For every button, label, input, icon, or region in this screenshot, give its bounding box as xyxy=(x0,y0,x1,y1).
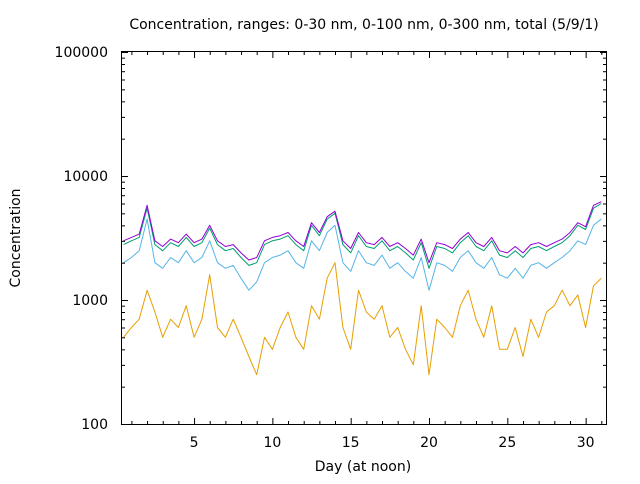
y-tick-label: 100 xyxy=(81,417,108,433)
x-tick-label: 25 xyxy=(498,435,516,451)
axes-layer: 5 10 15 20 25 30 100 1000 10000 100000 xyxy=(55,45,606,451)
y-tick-label: 1000 xyxy=(72,293,108,309)
x-tick-label: 10 xyxy=(263,435,281,451)
y-axis-label: Concentration xyxy=(8,188,24,287)
y-tick-label: 10000 xyxy=(63,169,108,185)
x-tick-label: 20 xyxy=(420,435,438,451)
series-line-4 xyxy=(123,201,602,264)
x-tick-label: 5 xyxy=(190,435,199,451)
series-line-1 xyxy=(123,262,602,376)
series-layer xyxy=(123,201,602,376)
series-line-3 xyxy=(123,203,602,269)
chart-title: Concentration, ranges: 0-30 nm, 0-100 nm… xyxy=(129,17,598,33)
series-line-2 xyxy=(123,218,602,291)
y-tick-label: 100000 xyxy=(55,45,108,61)
x-tick-label: 15 xyxy=(342,435,360,451)
plot-frame xyxy=(121,51,607,425)
x-tick-label: 30 xyxy=(577,435,595,451)
x-axis-label: Day (at noon) xyxy=(315,459,411,475)
